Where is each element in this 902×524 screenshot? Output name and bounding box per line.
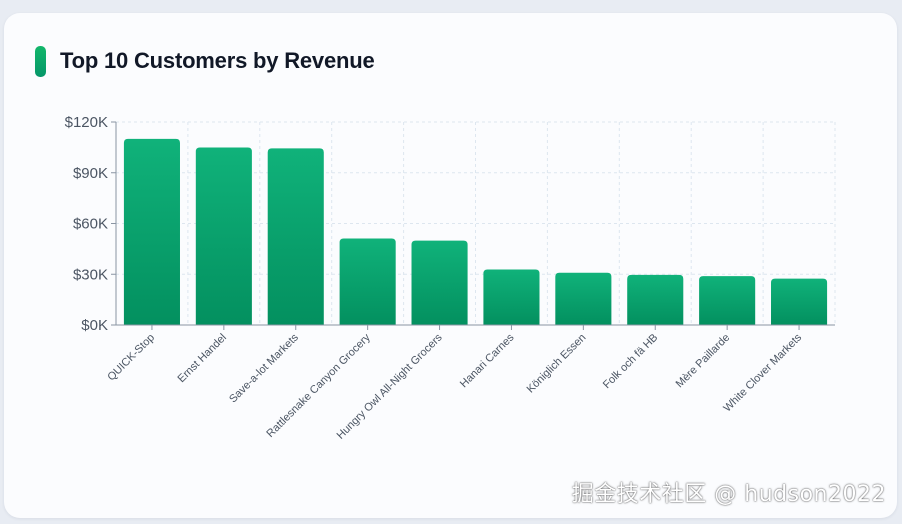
- x-tick-label: Folk och fä HB: [601, 332, 660, 391]
- bar: [411, 240, 468, 325]
- x-tick-label: Save-a-lot Markets: [227, 331, 301, 405]
- bar: [267, 148, 324, 325]
- x-tick-label: Hanari Carnes: [458, 331, 517, 390]
- y-tick-label: $0K: [81, 317, 108, 334]
- card-header: Top 10 Customers by Revenue: [35, 45, 375, 77]
- bar: [771, 278, 828, 325]
- bar: [123, 138, 180, 325]
- bar: [339, 238, 396, 325]
- bar: [555, 272, 612, 325]
- y-tick-label: $30K: [73, 266, 108, 283]
- bar: [483, 269, 540, 325]
- x-tick-label: Ernst Handel: [176, 332, 229, 385]
- bar: [195, 147, 252, 325]
- x-tick-label: Mère Paillarde: [674, 332, 733, 391]
- bar: [627, 274, 684, 325]
- card-title: Top 10 Customers by Revenue: [60, 48, 375, 73]
- y-tick-label: $120K: [65, 114, 108, 131]
- x-tick-label: White Clover Markets: [721, 331, 804, 414]
- x-tick-label: Königlich Essen: [525, 332, 589, 396]
- bar: [699, 276, 756, 325]
- watermark: 掘金技术社区 @ hudson2022: [571, 482, 886, 507]
- y-tick-label: $90K: [73, 165, 108, 182]
- x-tick-label: QUICK-Stop: [105, 332, 157, 384]
- y-tick-label: $60K: [73, 216, 108, 233]
- title-accent-bar: [35, 45, 46, 77]
